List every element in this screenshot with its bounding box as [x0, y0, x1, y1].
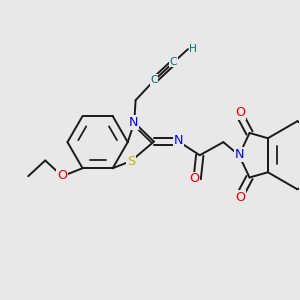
Text: H: H — [189, 44, 197, 54]
Text: N: N — [234, 148, 244, 161]
Text: C: C — [150, 75, 158, 85]
Text: O: O — [189, 172, 199, 185]
Text: O: O — [235, 191, 245, 204]
Text: O: O — [235, 106, 245, 119]
Text: C: C — [170, 57, 177, 67]
Text: O: O — [57, 169, 67, 182]
Text: N: N — [129, 116, 139, 129]
Text: N: N — [174, 134, 184, 147]
Text: S: S — [127, 155, 135, 168]
